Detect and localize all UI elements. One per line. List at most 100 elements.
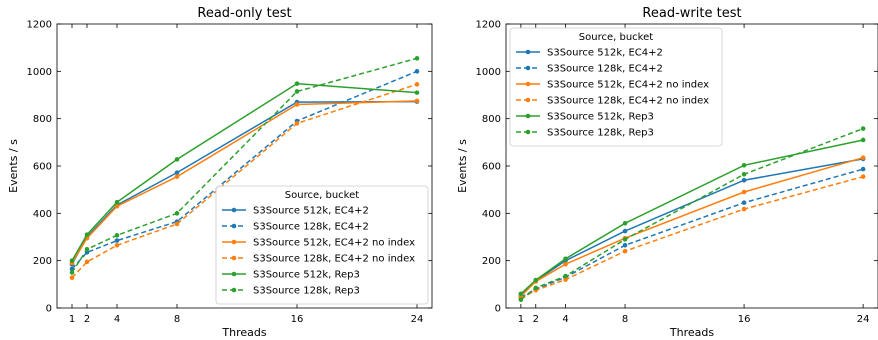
data-point [174, 174, 180, 179]
legend-marker [525, 65, 531, 71]
legend-marker [525, 129, 531, 135]
chart-title: Read-write test [642, 6, 741, 21]
data-point [174, 157, 180, 162]
x-tick-label: 1 [518, 314, 524, 325]
y-tick-label: 1000 [476, 67, 501, 78]
y-tick-label: 0 [495, 304, 501, 315]
series-line [71, 100, 418, 264]
legend-item: S3Source 128k, EC4+2 no index [222, 254, 415, 265]
data-point [84, 247, 90, 252]
data-point [860, 126, 866, 131]
legend-label: S3Source 128k, EC4+2 [253, 222, 369, 233]
data-point [84, 232, 90, 237]
series-s3source-512k-rep3 [69, 81, 420, 263]
x-tick-label: 16 [291, 314, 304, 325]
data-point [622, 242, 628, 248]
x-tick-label: 8 [622, 314, 628, 325]
x-tick-label: 16 [738, 314, 751, 325]
y-tick-label: 0 [46, 304, 52, 315]
data-point [414, 82, 420, 87]
y-tick-label: 400 [33, 209, 52, 220]
data-point [294, 121, 300, 126]
data-point [84, 259, 90, 265]
data-point [741, 206, 747, 212]
y-tick-label: 600 [33, 162, 52, 173]
series-s3source-128k-rep3 [69, 56, 420, 275]
legend-item: S3Source 128k, EC4+2 [222, 222, 369, 233]
series-line [520, 156, 864, 297]
x-tick-label: 2 [533, 314, 539, 325]
series-s3source-128k-ec4-2 [518, 166, 866, 300]
legend-item: S3Source 512k, EC4+2 no index [222, 238, 415, 249]
legend-title: Source, bucket [579, 32, 653, 43]
legend-marker [231, 255, 237, 261]
legend-item: S3Source 128k, Rep3 [516, 128, 654, 139]
legend-item: S3Source 512k, Rep3 [516, 112, 654, 123]
data-point [741, 177, 747, 183]
chart-title: Read-only test [197, 6, 291, 21]
x-tick-label: 2 [84, 314, 90, 325]
data-point [563, 273, 568, 279]
data-point [294, 81, 300, 86]
data-point [533, 277, 539, 283]
x-tick-label: 8 [174, 314, 180, 325]
data-point [294, 89, 300, 94]
legend-label: S3Source 128k, Rep3 [547, 128, 654, 139]
series-line [71, 57, 418, 273]
legend-marker [525, 49, 531, 55]
legend-marker [231, 239, 237, 245]
legend-marker [525, 113, 531, 119]
series-line [71, 82, 418, 262]
y-tick-label: 800 [482, 114, 501, 125]
data-point [114, 238, 120, 243]
data-point [114, 233, 120, 238]
x-axis-label: Threads [221, 326, 266, 339]
data-point [563, 256, 568, 262]
legend-label: S3Source 512k, EC4+2 [547, 48, 663, 59]
data-point [174, 170, 180, 175]
legend-label: S3Source 128k, EC4+2 no index [547, 96, 709, 107]
series-line [71, 70, 418, 270]
y-tick-label: 200 [482, 256, 501, 267]
series-s3source-128k-ec4-2-no-index [518, 174, 866, 301]
data-point [114, 203, 120, 209]
legend-item: S3Source 128k, Rep3 [222, 286, 360, 297]
y-tick-label: 600 [482, 162, 501, 173]
y-tick-label: 200 [33, 256, 52, 267]
legend-marker [231, 271, 237, 277]
data-point [563, 261, 568, 267]
x-tick-label: 1 [69, 314, 75, 325]
data-point [414, 69, 420, 74]
legend-label: S3Source 128k, Rep3 [253, 286, 360, 297]
legend-label: S3Source 512k, EC4+2 no index [253, 238, 415, 249]
data-point [741, 200, 747, 205]
x-tick-label: 24 [857, 314, 870, 325]
legend-item: S3Source 512k, EC4+2 no index [516, 80, 709, 91]
series-line [520, 168, 864, 299]
y-tick-label: 1200 [27, 20, 52, 31]
y-axis-label: Events / s [456, 139, 469, 193]
legend-title: Source, bucket [285, 190, 359, 201]
data-point [563, 277, 568, 282]
series-line [520, 175, 864, 300]
data-point [518, 297, 524, 303]
legend-label: S3Source 512k, EC4+2 [253, 206, 369, 217]
legend-item: S3Source 512k, EC4+2 [516, 48, 663, 59]
data-point [414, 56, 420, 61]
legend: Source, bucket S3Source 512k, EC4+2 S3Sour… [509, 27, 723, 147]
data-point [294, 102, 300, 107]
x-tick-label: 4 [114, 314, 120, 325]
data-point [69, 258, 75, 263]
data-point [860, 166, 866, 172]
series-s3source-512k-rep3 [518, 137, 866, 297]
data-point [533, 285, 539, 291]
y-axis-label: Events / s [7, 139, 20, 193]
data-point [622, 237, 628, 242]
data-point [114, 242, 120, 248]
series-s3source-128k-rep3 [518, 126, 866, 303]
data-point [414, 98, 420, 104]
legend-label: S3Source 512k, Rep3 [547, 112, 654, 123]
legend-item: S3Source 128k, EC4+2 no index [516, 96, 709, 107]
